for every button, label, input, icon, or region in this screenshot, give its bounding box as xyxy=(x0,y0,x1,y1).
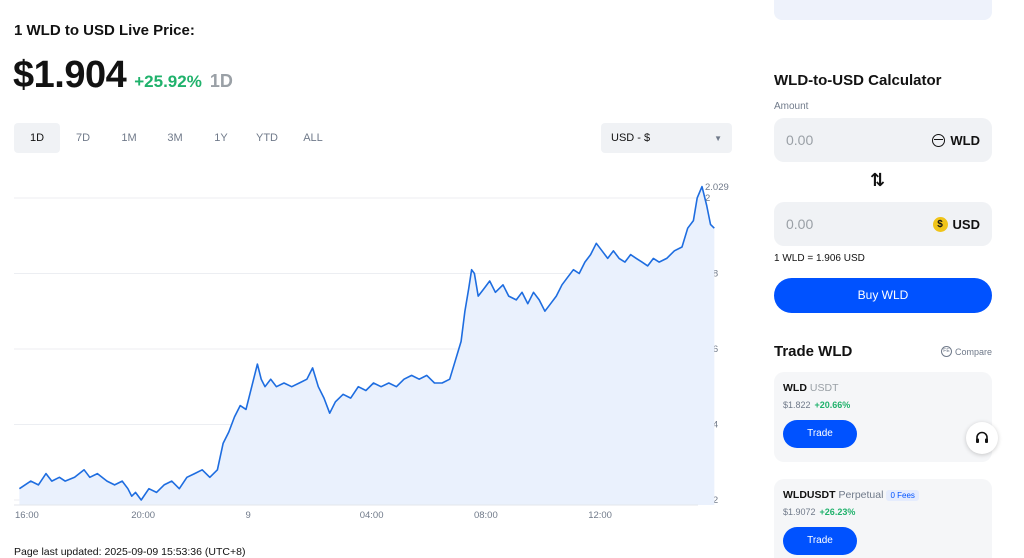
price-line xyxy=(18,185,715,501)
pair-quote: USDT xyxy=(809,382,839,394)
trade-card-spot: WLD USDT $1.822 +20.66% Trade xyxy=(774,372,992,462)
x-tick-label: 16:00 xyxy=(15,510,39,521)
price-chart[interactable]: 2.02921.81.61.41.216:0020:00904:0008:001… xyxy=(0,175,740,525)
x-tick-label: 08:00 xyxy=(474,510,498,521)
last-updated: Page last updated: 2025-09-09 15:53:36 (… xyxy=(14,546,246,558)
tab-1d[interactable]: 1D xyxy=(14,123,60,153)
headset-icon xyxy=(976,431,988,443)
exchange-rate: 1 WLD = 1.906 USD xyxy=(774,253,865,264)
tab-3m[interactable]: 3M xyxy=(167,132,183,144)
x-tick-label: 12:00 xyxy=(588,510,612,521)
top-panel xyxy=(774,0,992,20)
from-currency-label: WLD xyxy=(950,132,980,148)
currency-select[interactable]: USD - $ ▼ xyxy=(601,123,732,153)
compare-label: Compare xyxy=(955,346,993,357)
pair-base: WLD xyxy=(783,382,807,394)
range-tabs: 1D 7D 1M 3M 1Y YTD ALL xyxy=(14,123,336,153)
pair-base: WLDUSDT xyxy=(783,489,836,501)
tab-ytd[interactable]: YTD xyxy=(256,132,278,144)
buy-wld-button[interactable]: Buy WLD xyxy=(774,278,992,313)
x-tick-label: 04:00 xyxy=(360,510,384,521)
pair-price: $1.822 xyxy=(783,400,811,410)
fees-badge: 0 Fees xyxy=(886,489,919,501)
currency-select-value: USD - $ xyxy=(611,132,651,144)
from-amount-value: 0.00 xyxy=(786,132,814,148)
pair-price: $1.9072 xyxy=(783,507,816,517)
pair-change: +26.23% xyxy=(819,507,856,517)
x-tick-label: 9 xyxy=(245,510,250,521)
chevron-down-icon: ▼ xyxy=(714,133,722,143)
trade-button[interactable]: Trade xyxy=(783,527,857,555)
from-currency[interactable]: WLD xyxy=(932,133,980,148)
price-change: +25.92% xyxy=(134,72,202,91)
tab-1m[interactable]: 1M xyxy=(121,132,137,144)
tab-7d[interactable]: 7D xyxy=(75,132,91,144)
compare-icon: FE xyxy=(941,346,952,357)
to-currency-label: USD xyxy=(952,216,980,232)
usd-coin-icon: $ xyxy=(932,216,948,232)
pair-price-row: $1.822 +20.66% xyxy=(783,400,983,410)
to-amount-field[interactable]: 0.00 $ USD xyxy=(774,202,992,246)
pair-change: +20.66% xyxy=(814,400,851,410)
y-tick-label: 2.029 xyxy=(705,182,729,193)
y-tick-label: 2 xyxy=(705,193,710,204)
price-area xyxy=(19,186,715,505)
x-tick-label: 20:00 xyxy=(131,510,155,521)
page-title: 1 WLD to USD Live Price: xyxy=(14,22,195,39)
swap-icon[interactable]: ⇅ xyxy=(870,170,886,190)
calculator-title: WLD-to-USD Calculator xyxy=(774,72,942,89)
pair-name: WLDUSDT Perpetual 0 Fees xyxy=(783,489,983,501)
price-row: $1.904 +25.92% 1D xyxy=(13,54,233,97)
tab-1y[interactable]: 1Y xyxy=(214,132,228,144)
current-price: $1.904 xyxy=(13,54,127,96)
support-button[interactable] xyxy=(966,422,998,454)
pair-type: Perpetual xyxy=(838,489,884,501)
amount-label: Amount xyxy=(774,101,809,112)
from-amount-field[interactable]: 0.00 WLD xyxy=(774,118,992,162)
compare-link[interactable]: FE Compare xyxy=(941,346,992,357)
pair-price-row: $1.9072 +26.23% xyxy=(783,507,983,517)
pair-name: WLD USDT xyxy=(783,382,983,394)
to-amount-value: 0.00 xyxy=(786,216,814,232)
trade-card-perpetual: WLDUSDT Perpetual 0 Fees $1.9072 +26.23% … xyxy=(774,479,992,558)
tab-all[interactable]: ALL xyxy=(303,132,323,144)
worldcoin-icon xyxy=(932,133,946,147)
trade-title: Trade WLD xyxy=(774,343,853,360)
trade-button[interactable]: Trade xyxy=(783,420,857,448)
price-period: 1D xyxy=(209,71,233,91)
to-currency[interactable]: $ USD xyxy=(932,216,980,232)
